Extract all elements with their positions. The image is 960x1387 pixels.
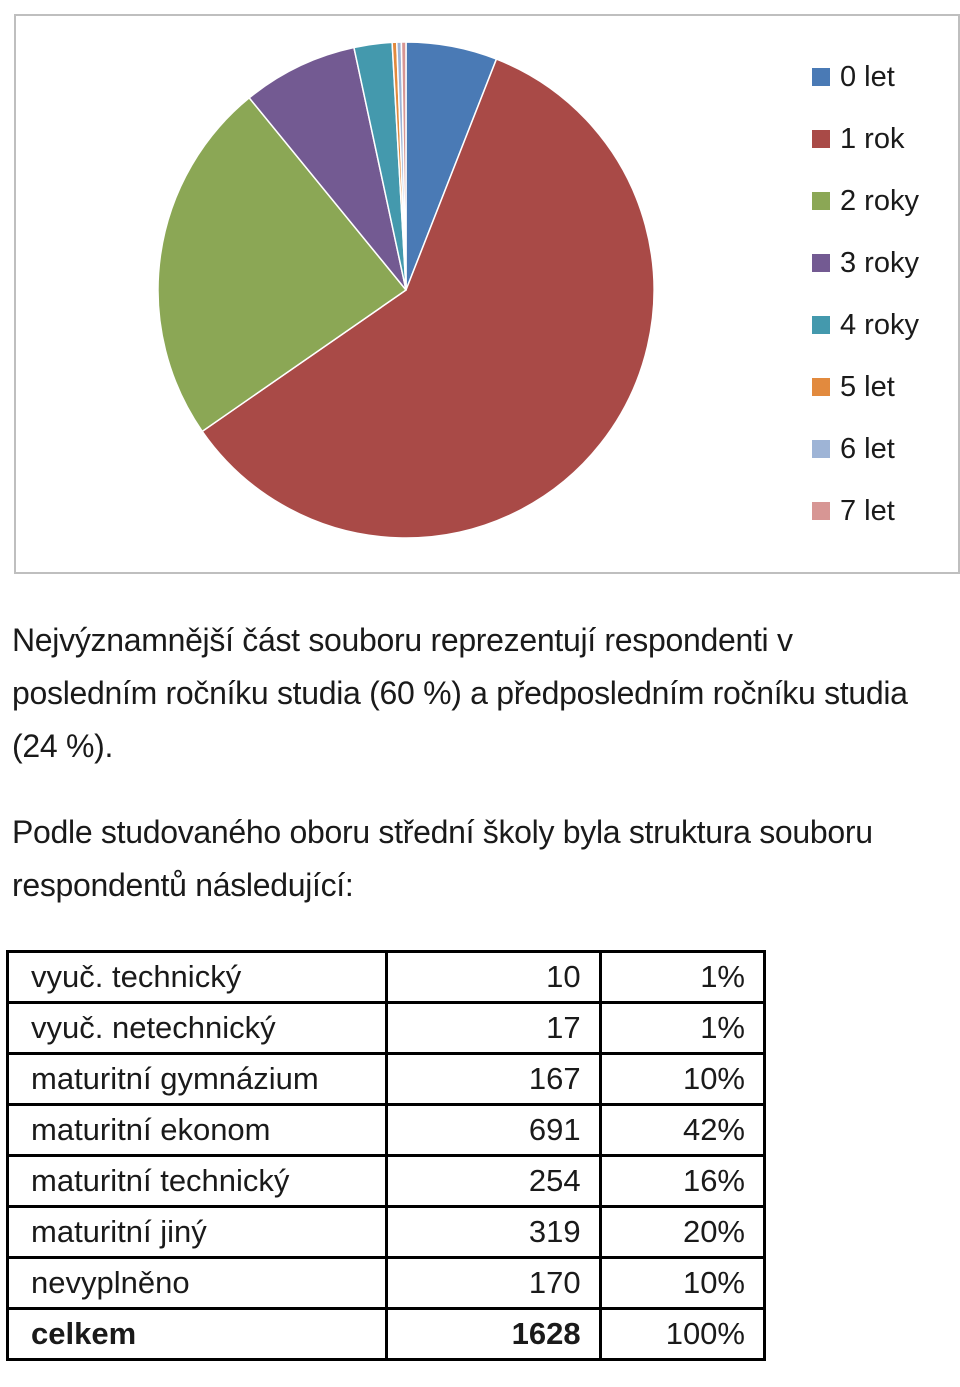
- legend-label: 4 roky: [840, 309, 919, 341]
- legend-label: 3 roky: [840, 247, 919, 279]
- table-row: maturitní technický 254 16%: [5, 1154, 767, 1208]
- legend-label: 6 let: [840, 433, 895, 465]
- table-row: maturitní ekonom 691 42%: [5, 1103, 767, 1157]
- legend-swatch: [812, 192, 830, 210]
- total-percent: 100%: [598, 1307, 767, 1361]
- row-percent: 10%: [598, 1256, 767, 1310]
- row-count: 10: [385, 950, 602, 1004]
- table-row: vyuč. technický 10 1%: [5, 950, 767, 1004]
- field-of-study-table: vyuč. technický 10 1% vyuč. netechnický …: [5, 950, 767, 1361]
- row-count: 319: [385, 1205, 602, 1259]
- legend-swatch: [812, 68, 830, 86]
- row-label: maturitní jiný: [5, 1205, 389, 1259]
- legend-swatch: [812, 254, 830, 272]
- row-percent: 42%: [598, 1103, 767, 1157]
- row-percent: 1%: [598, 950, 767, 1004]
- row-count: 691: [385, 1103, 602, 1157]
- pie-chart: [157, 41, 655, 539]
- table-row: nevyplněno 170 10%: [5, 1256, 767, 1310]
- row-label: maturitní gymnázium: [5, 1052, 389, 1106]
- table-row: maturitní gymnázium 167 10%: [5, 1052, 767, 1106]
- legend-label: 5 let: [840, 371, 895, 403]
- total-count: 1628: [385, 1307, 602, 1361]
- legend-swatch: [812, 502, 830, 520]
- row-count: 17: [385, 1001, 602, 1055]
- row-percent: 20%: [598, 1205, 767, 1259]
- legend-swatch: [812, 378, 830, 396]
- legend-label: 1 rok: [840, 123, 905, 155]
- row-label: maturitní ekonom: [5, 1103, 389, 1157]
- legend-label: 2 roky: [840, 185, 919, 217]
- legend-swatch: [812, 440, 830, 458]
- row-label: nevyplněno: [5, 1256, 389, 1310]
- total-label: celkem: [5, 1307, 389, 1361]
- row-label: maturitní technický: [5, 1154, 389, 1208]
- table-total-row: celkem 1628 100%: [5, 1307, 767, 1361]
- legend-swatch: [812, 316, 830, 334]
- legend-swatch: [812, 130, 830, 148]
- legend-label: 7 let: [840, 495, 895, 527]
- row-percent: 1%: [598, 1001, 767, 1055]
- pie-slice-1: [201, 58, 655, 539]
- pie-chart-frame: 0 let 1 rok 2 roky 3 roky 4 roky 5 let 6…: [14, 14, 960, 574]
- paragraph-field-intro: Podle studovaného oboru střední školy by…: [12, 814, 873, 903]
- pie-slice-2: [157, 96, 408, 433]
- paragraph-year-summary: Nejvýznamnější část souboru reprezentují…: [12, 622, 908, 764]
- row-count: 170: [385, 1256, 602, 1310]
- row-label: vyuč. technický: [5, 950, 389, 1004]
- row-count: 167: [385, 1052, 602, 1106]
- legend-label: 0 let: [840, 61, 895, 93]
- table-row: vyuč. netechnický 17 1%: [5, 1001, 767, 1055]
- table-row: maturitní jiný 319 20%: [5, 1205, 767, 1259]
- row-percent: 10%: [598, 1052, 767, 1106]
- row-percent: 16%: [598, 1154, 767, 1208]
- row-label: vyuč. netechnický: [5, 1001, 389, 1055]
- row-count: 254: [385, 1154, 602, 1208]
- pie-slice-7: [400, 41, 407, 291]
